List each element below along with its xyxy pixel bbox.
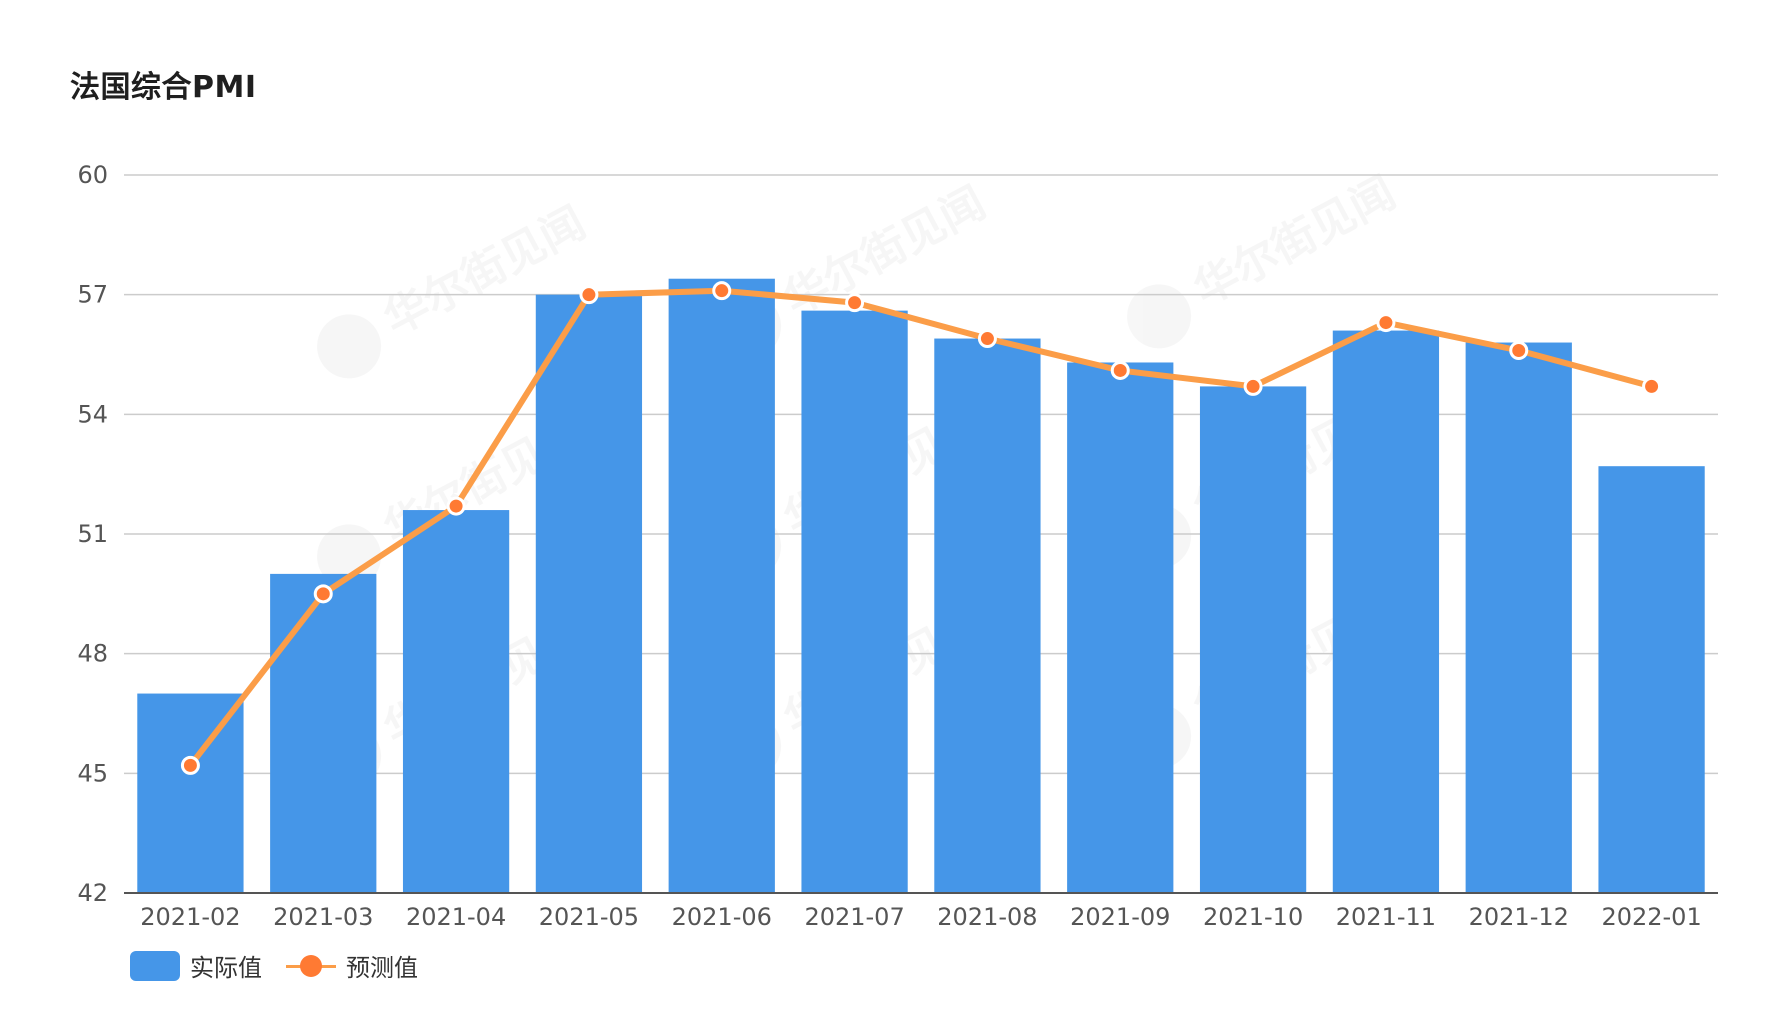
svg-text:华尔街见闻: 华尔街见闻 <box>776 177 994 325</box>
legend-item-actual[interactable]: 实际值 <box>130 948 262 983</box>
x-tick-label: 2021-10 <box>1203 903 1303 931</box>
forecast-point-2021-09[interactable] <box>1110 360 1130 380</box>
bar-2021-05[interactable] <box>535 294 643 894</box>
forecast-point-2021-07[interactable] <box>845 293 865 313</box>
forecast-point-2021-03[interactable] <box>313 584 333 604</box>
grid-lines <box>124 174 1718 775</box>
legend-line-swatch <box>286 951 336 981</box>
x-tick-label: 2021-12 <box>1469 903 1569 931</box>
x-axis-labels: 2021-02 2021-03 2021-04 2021-05 2021-06 2021-… <box>140 903 1701 931</box>
forecast-point-2021-12[interactable] <box>1509 341 1529 361</box>
forecast-point-2021-08[interactable] <box>977 329 997 349</box>
x-tick-label: 2021-02 <box>140 903 240 931</box>
forecast-point-2021-10[interactable] <box>1243 376 1263 396</box>
bar-2021-08[interactable] <box>934 338 1041 893</box>
x-tick-label: 2021-03 <box>273 903 373 931</box>
y-tick-label: 51 <box>77 520 108 548</box>
line-series <box>180 281 1662 775</box>
bar-2021-10[interactable] <box>1199 386 1307 893</box>
forecast-point-2021-06[interactable] <box>712 281 732 301</box>
legend-bar-swatch <box>130 950 180 981</box>
bar-2022-01[interactable] <box>1598 466 1705 893</box>
bar-2021-03[interactable] <box>270 573 377 893</box>
forecast-point-2022-01[interactable] <box>1642 376 1662 396</box>
legend-item-forecast[interactable]: 预测值 <box>286 948 418 983</box>
forecast-point-2021-11[interactable] <box>1376 313 1396 333</box>
x-tick-label: 2022-01 <box>1601 903 1701 931</box>
x-tick-label: 2021-07 <box>804 903 904 931</box>
x-tick-label: 2021-05 <box>539 903 639 931</box>
y-axis-labels: 42 45 48 51 54 57 60 <box>77 161 108 907</box>
x-tick-label: 2021-04 <box>406 903 506 931</box>
forecast-point-2021-04[interactable] <box>446 496 466 516</box>
legend-label-actual: 实际值 <box>190 954 262 982</box>
y-tick-label: 45 <box>77 759 108 787</box>
y-tick-label: 60 <box>77 161 108 189</box>
y-tick-label: 42 <box>77 879 108 907</box>
legend-label-forecast: 预测值 <box>346 954 418 982</box>
svg-text:华尔街见闻: 华尔街见闻 <box>1186 167 1404 315</box>
x-tick-label: 2021-06 <box>672 903 772 931</box>
y-tick-label: 54 <box>77 400 108 428</box>
forecast-line <box>187 287 1655 769</box>
y-tick-label: 48 <box>77 640 108 668</box>
bar-2021-11[interactable] <box>1332 330 1440 894</box>
bar-2021-02[interactable] <box>137 693 244 893</box>
bar-series <box>137 278 1705 894</box>
bar-2021-07[interactable] <box>801 310 908 894</box>
x-tick-label: 2021-09 <box>1070 903 1170 931</box>
bar-2021-09[interactable] <box>1067 362 1174 893</box>
bar-2021-04[interactable] <box>402 510 510 893</box>
chart-title: 法国综合PMI <box>70 70 257 105</box>
bar-2021-06[interactable] <box>668 278 775 893</box>
legend: 实际值 预测值 <box>130 948 442 983</box>
x-tick-label: 2021-11 <box>1336 903 1436 931</box>
y-tick-label: 57 <box>77 281 108 309</box>
forecast-point-2021-05[interactable] <box>579 285 599 305</box>
forecast-point-2021-02[interactable] <box>180 755 200 775</box>
x-tick-label: 2021-08 <box>937 903 1037 931</box>
bar-2021-12[interactable] <box>1465 342 1572 893</box>
